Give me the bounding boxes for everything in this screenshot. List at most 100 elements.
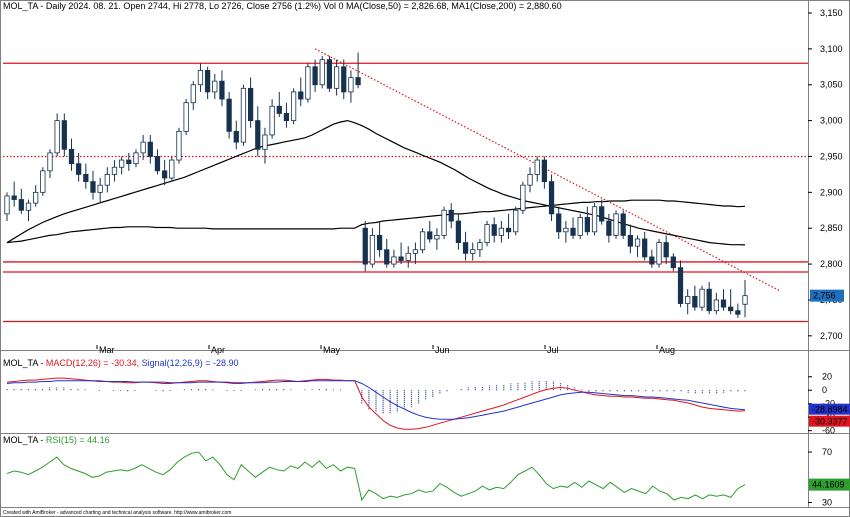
candle-body bbox=[68, 148, 75, 165]
candle bbox=[133, 149, 139, 168]
rsi-tick-label: 30 bbox=[822, 497, 832, 507]
candle-body bbox=[226, 98, 232, 132]
candle bbox=[699, 285, 705, 311]
price-tick-label: 2,950 bbox=[820, 151, 843, 161]
candle bbox=[634, 235, 641, 257]
candle bbox=[83, 163, 89, 189]
candle bbox=[97, 178, 103, 204]
candle-body bbox=[111, 166, 118, 175]
candle bbox=[713, 292, 719, 315]
candle bbox=[33, 185, 39, 207]
macd-tick-label: 0 bbox=[822, 385, 827, 395]
candle bbox=[247, 77, 254, 128]
price-tick-label: 3,000 bbox=[820, 116, 843, 126]
candle-body bbox=[491, 224, 497, 236]
month-label: Mar bbox=[99, 345, 115, 355]
candle-body bbox=[283, 113, 290, 122]
candle-body bbox=[455, 220, 462, 243]
price-axis: 2,7002,7502,8002,8502,9002,9503,0003,050… bbox=[808, 8, 844, 341]
candle bbox=[312, 59, 318, 92]
candle bbox=[140, 134, 146, 161]
candle bbox=[563, 221, 569, 243]
candle-body bbox=[362, 227, 368, 265]
candle bbox=[183, 99, 189, 135]
candle-body bbox=[634, 238, 641, 247]
candle bbox=[706, 282, 712, 315]
candle bbox=[606, 213, 612, 243]
candle-body bbox=[197, 69, 204, 86]
candle bbox=[491, 217, 497, 243]
candle-body bbox=[61, 120, 67, 150]
candle-body bbox=[147, 141, 153, 157]
candle-body bbox=[341, 66, 347, 93]
candle bbox=[735, 303, 741, 318]
candle bbox=[154, 149, 161, 175]
candle bbox=[627, 224, 633, 254]
candle-body bbox=[18, 199, 24, 211]
candle bbox=[233, 120, 239, 150]
candle-body bbox=[692, 295, 698, 308]
candle bbox=[205, 66, 211, 100]
price-tick-label: 2,800 bbox=[820, 259, 843, 269]
candle-body bbox=[305, 66, 311, 100]
candle bbox=[513, 206, 519, 236]
candle-body bbox=[419, 231, 426, 251]
ma50-line bbox=[6, 119, 746, 246]
candle-body bbox=[728, 306, 734, 312]
candle-body bbox=[11, 195, 17, 200]
candle-body bbox=[505, 227, 512, 233]
candle bbox=[720, 289, 727, 311]
ma200-line bbox=[6, 199, 746, 244]
price-candles bbox=[4, 52, 748, 318]
candle-body bbox=[498, 227, 505, 236]
candle bbox=[677, 260, 684, 308]
candle-body bbox=[563, 227, 569, 233]
candle-body bbox=[405, 252, 411, 261]
candle bbox=[111, 160, 118, 182]
last-close-label: 2,756 bbox=[813, 291, 836, 301]
candle bbox=[326, 56, 333, 92]
candle bbox=[226, 91, 232, 139]
macd-lines bbox=[6, 377, 746, 430]
rsi-header: MOL_TA - RSI(15) = 44.16 bbox=[3, 435, 110, 445]
candle bbox=[90, 170, 96, 200]
candle-body bbox=[97, 184, 103, 193]
rsi-axis: 70 30 44.1609 bbox=[808, 447, 850, 507]
candle-body bbox=[642, 238, 648, 258]
rsi-badge bbox=[809, 478, 850, 491]
candle bbox=[290, 88, 297, 125]
candle bbox=[219, 70, 225, 107]
candle bbox=[262, 127, 268, 164]
candle-body bbox=[663, 242, 669, 258]
candle-body bbox=[290, 91, 297, 122]
candle-body bbox=[584, 217, 590, 233]
price-tick-label: 2,850 bbox=[820, 223, 843, 233]
candle-body bbox=[119, 159, 125, 168]
candle bbox=[520, 181, 526, 214]
candle-body bbox=[742, 295, 748, 305]
candle-body bbox=[205, 69, 211, 93]
candle-body bbox=[548, 181, 555, 215]
candle-body bbox=[720, 299, 727, 308]
candle-body bbox=[319, 59, 325, 86]
month-label: Aug bbox=[659, 345, 675, 355]
candle bbox=[577, 213, 583, 239]
candle bbox=[405, 246, 411, 268]
signal-badge bbox=[809, 403, 850, 415]
price-tick-label: 3,050 bbox=[820, 80, 843, 90]
candle-body bbox=[398, 256, 404, 261]
candle bbox=[448, 203, 454, 229]
candle bbox=[505, 213, 512, 239]
candle-body bbox=[326, 59, 333, 89]
candle-body bbox=[212, 80, 218, 93]
candle-body bbox=[613, 213, 619, 236]
rsi-line bbox=[6, 451, 746, 502]
candle-body bbox=[735, 310, 741, 315]
candle bbox=[319, 56, 325, 89]
candle bbox=[477, 238, 483, 257]
candle bbox=[369, 228, 376, 268]
candle bbox=[642, 231, 648, 261]
candle-body bbox=[670, 256, 676, 269]
last-close-badge bbox=[810, 289, 844, 302]
